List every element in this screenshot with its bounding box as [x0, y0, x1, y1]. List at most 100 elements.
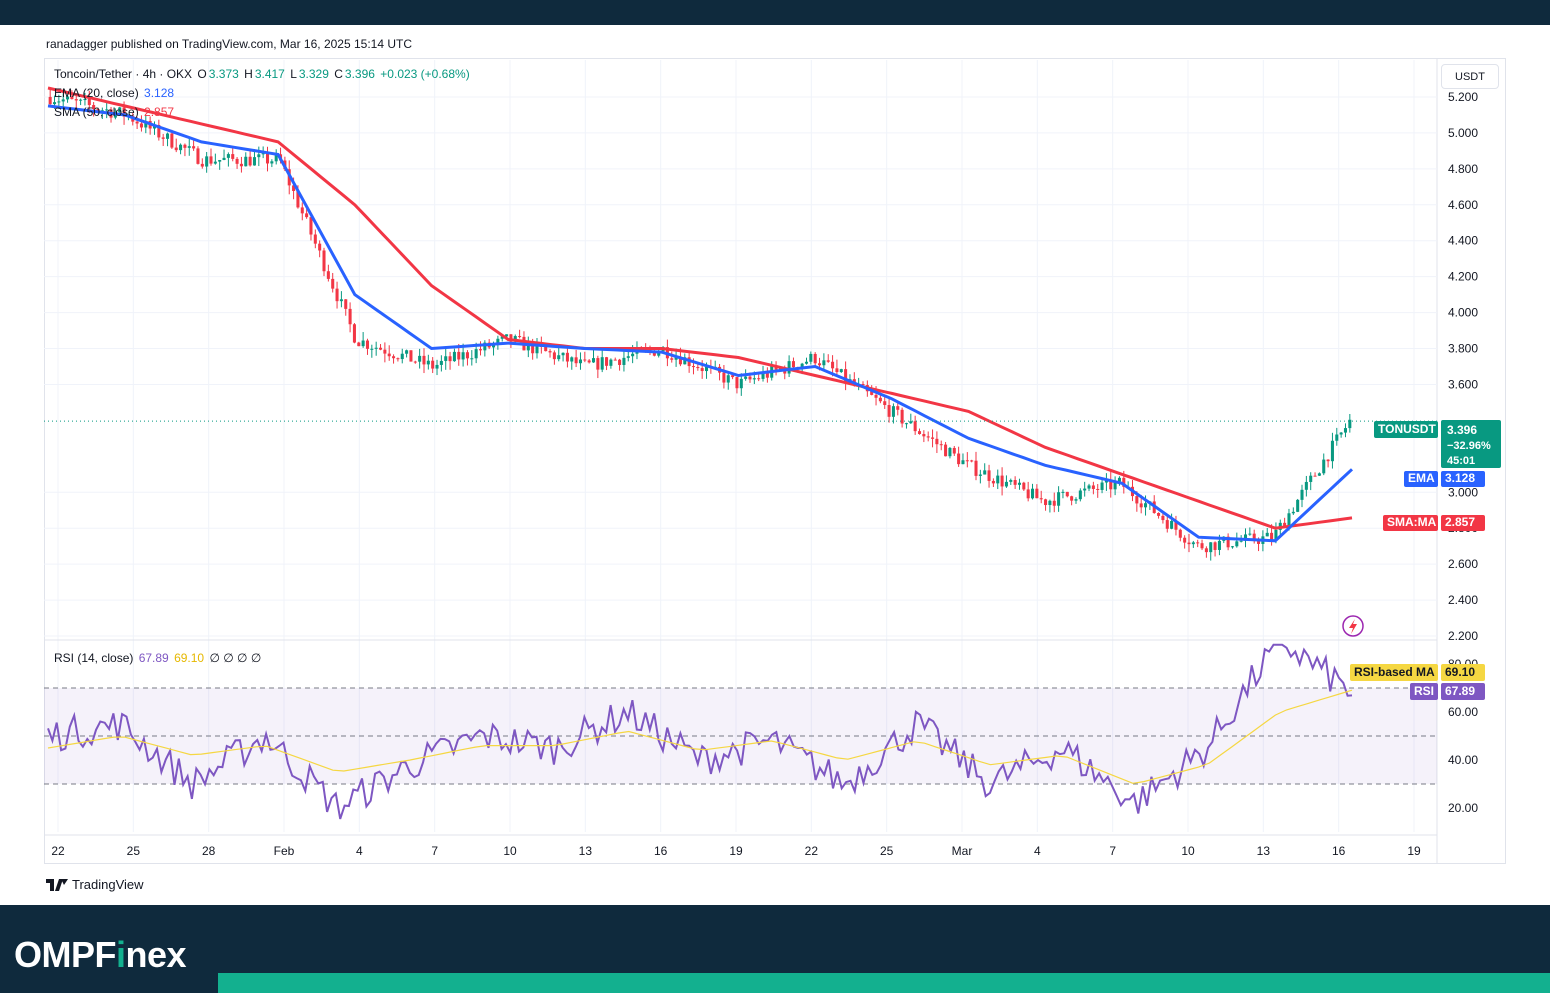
candle-body — [1074, 499, 1078, 501]
candle-body — [913, 421, 917, 432]
candle-body — [570, 357, 574, 362]
candle-body — [309, 217, 313, 235]
x-tick-label: 28 — [202, 844, 216, 858]
candle-body — [135, 121, 139, 124]
candle-body — [752, 378, 756, 380]
candle-body — [222, 157, 226, 160]
price-tick-label: 4.800 — [1448, 162, 1478, 176]
candle-body — [1165, 520, 1169, 529]
candle-body — [474, 349, 478, 359]
candle-body — [1287, 513, 1291, 528]
candle-body — [578, 359, 582, 364]
candle-body — [296, 190, 300, 208]
candle-body — [883, 401, 887, 406]
x-tick-label: 10 — [503, 844, 517, 858]
candle-body — [1157, 512, 1161, 516]
ema-price-badge: 3.128 — [1445, 471, 1475, 485]
candle-body — [239, 163, 243, 167]
candle-body — [400, 353, 404, 360]
candle-body — [1170, 521, 1174, 529]
candle-body — [1065, 491, 1069, 497]
rsi-value-badge: 67.89 — [1445, 684, 1475, 698]
candle-body — [587, 360, 591, 363]
tradingview-icon — [46, 878, 68, 891]
candle-body — [313, 234, 317, 244]
sma-price-badge-bg — [1441, 515, 1485, 531]
candle-body — [861, 384, 865, 386]
candle-body — [144, 120, 148, 128]
price-value: 3.396 — [1447, 423, 1477, 437]
price-tick-label: 5.200 — [1448, 90, 1478, 104]
x-tick-label: 16 — [1332, 844, 1346, 858]
candle-body — [509, 334, 513, 342]
candle-body — [465, 352, 469, 359]
candle-body — [87, 99, 91, 106]
candle-body — [213, 161, 217, 164]
candle-body — [1226, 536, 1230, 548]
candle-body — [726, 375, 730, 383]
rsi-legend[interactable]: RSI (14, close) 67.89 69.10 ∅ ∅ ∅ ∅ — [54, 651, 263, 665]
price-tick-label: 4.200 — [1448, 270, 1478, 284]
x-tick-label: 13 — [1257, 844, 1271, 858]
candles — [48, 88, 1352, 561]
candle-body — [557, 355, 561, 360]
candle-body — [574, 357, 578, 364]
chart-card[interactable] — [44, 58, 1506, 864]
x-tick-label: 22 — [51, 844, 65, 858]
price-tick-label: 2.600 — [1448, 557, 1478, 571]
candle-body — [583, 359, 587, 361]
candle-body — [196, 148, 200, 164]
candle-body — [952, 447, 956, 454]
candle-body — [192, 146, 196, 149]
candle-body — [418, 355, 422, 362]
candle-body — [791, 361, 795, 368]
candle-body — [1048, 500, 1052, 506]
candle-body — [413, 361, 417, 363]
candle-body — [917, 431, 922, 435]
candle-body — [1070, 496, 1074, 501]
candle-body — [274, 154, 278, 162]
chart-grid — [44, 58, 1438, 864]
candle-body — [1026, 489, 1030, 499]
candle-body — [887, 405, 891, 417]
candle-body — [978, 474, 982, 476]
candle-body — [96, 109, 100, 111]
bar-countdown: 45:01 — [1447, 455, 1475, 467]
candle-body — [704, 366, 709, 372]
candle-body — [444, 356, 448, 361]
candle-body — [996, 475, 1000, 484]
candle-body — [622, 357, 626, 365]
sma-tag: SMA:MA — [1387, 515, 1437, 529]
candle-body — [361, 340, 365, 347]
candle-body — [1183, 537, 1187, 543]
candle-body — [396, 358, 400, 360]
tradingview-logo[interactable]: TradingView — [46, 877, 144, 892]
candle-body — [478, 349, 483, 351]
candle-body — [1339, 432, 1343, 435]
low-value: 3.329 — [298, 67, 329, 81]
sma-legend[interactable]: SMA (50, close) 2.857 — [54, 105, 176, 119]
currency-selector[interactable]: USDT — [1441, 64, 1499, 89]
candle-body — [1161, 515, 1165, 521]
candle-body — [844, 369, 848, 383]
candle-body — [300, 207, 304, 214]
candle-body — [748, 376, 752, 380]
symbol-legend[interactable]: Toncoin/Tether · 4h · OKX O 3.373 H 3.417 … — [54, 67, 472, 81]
rsi-value: 67.89 — [138, 651, 169, 665]
candle-body — [744, 376, 748, 379]
candle-body — [122, 107, 126, 117]
candle-body — [100, 110, 104, 112]
candle-body — [1300, 489, 1304, 500]
x-tick-label: 22 — [805, 844, 819, 858]
ema-legend[interactable]: EMA (20, close) 3.128 — [54, 86, 176, 100]
open-value: 3.373 — [208, 67, 239, 81]
candle-body — [61, 99, 65, 102]
candle-body — [209, 156, 213, 164]
ema-price-badge-bg — [1441, 471, 1485, 487]
ticker-badge-bg — [1374, 421, 1438, 438]
candle-body — [835, 368, 839, 373]
candle-body — [987, 470, 991, 481]
candle-body — [839, 369, 843, 373]
candle-body — [526, 341, 530, 351]
